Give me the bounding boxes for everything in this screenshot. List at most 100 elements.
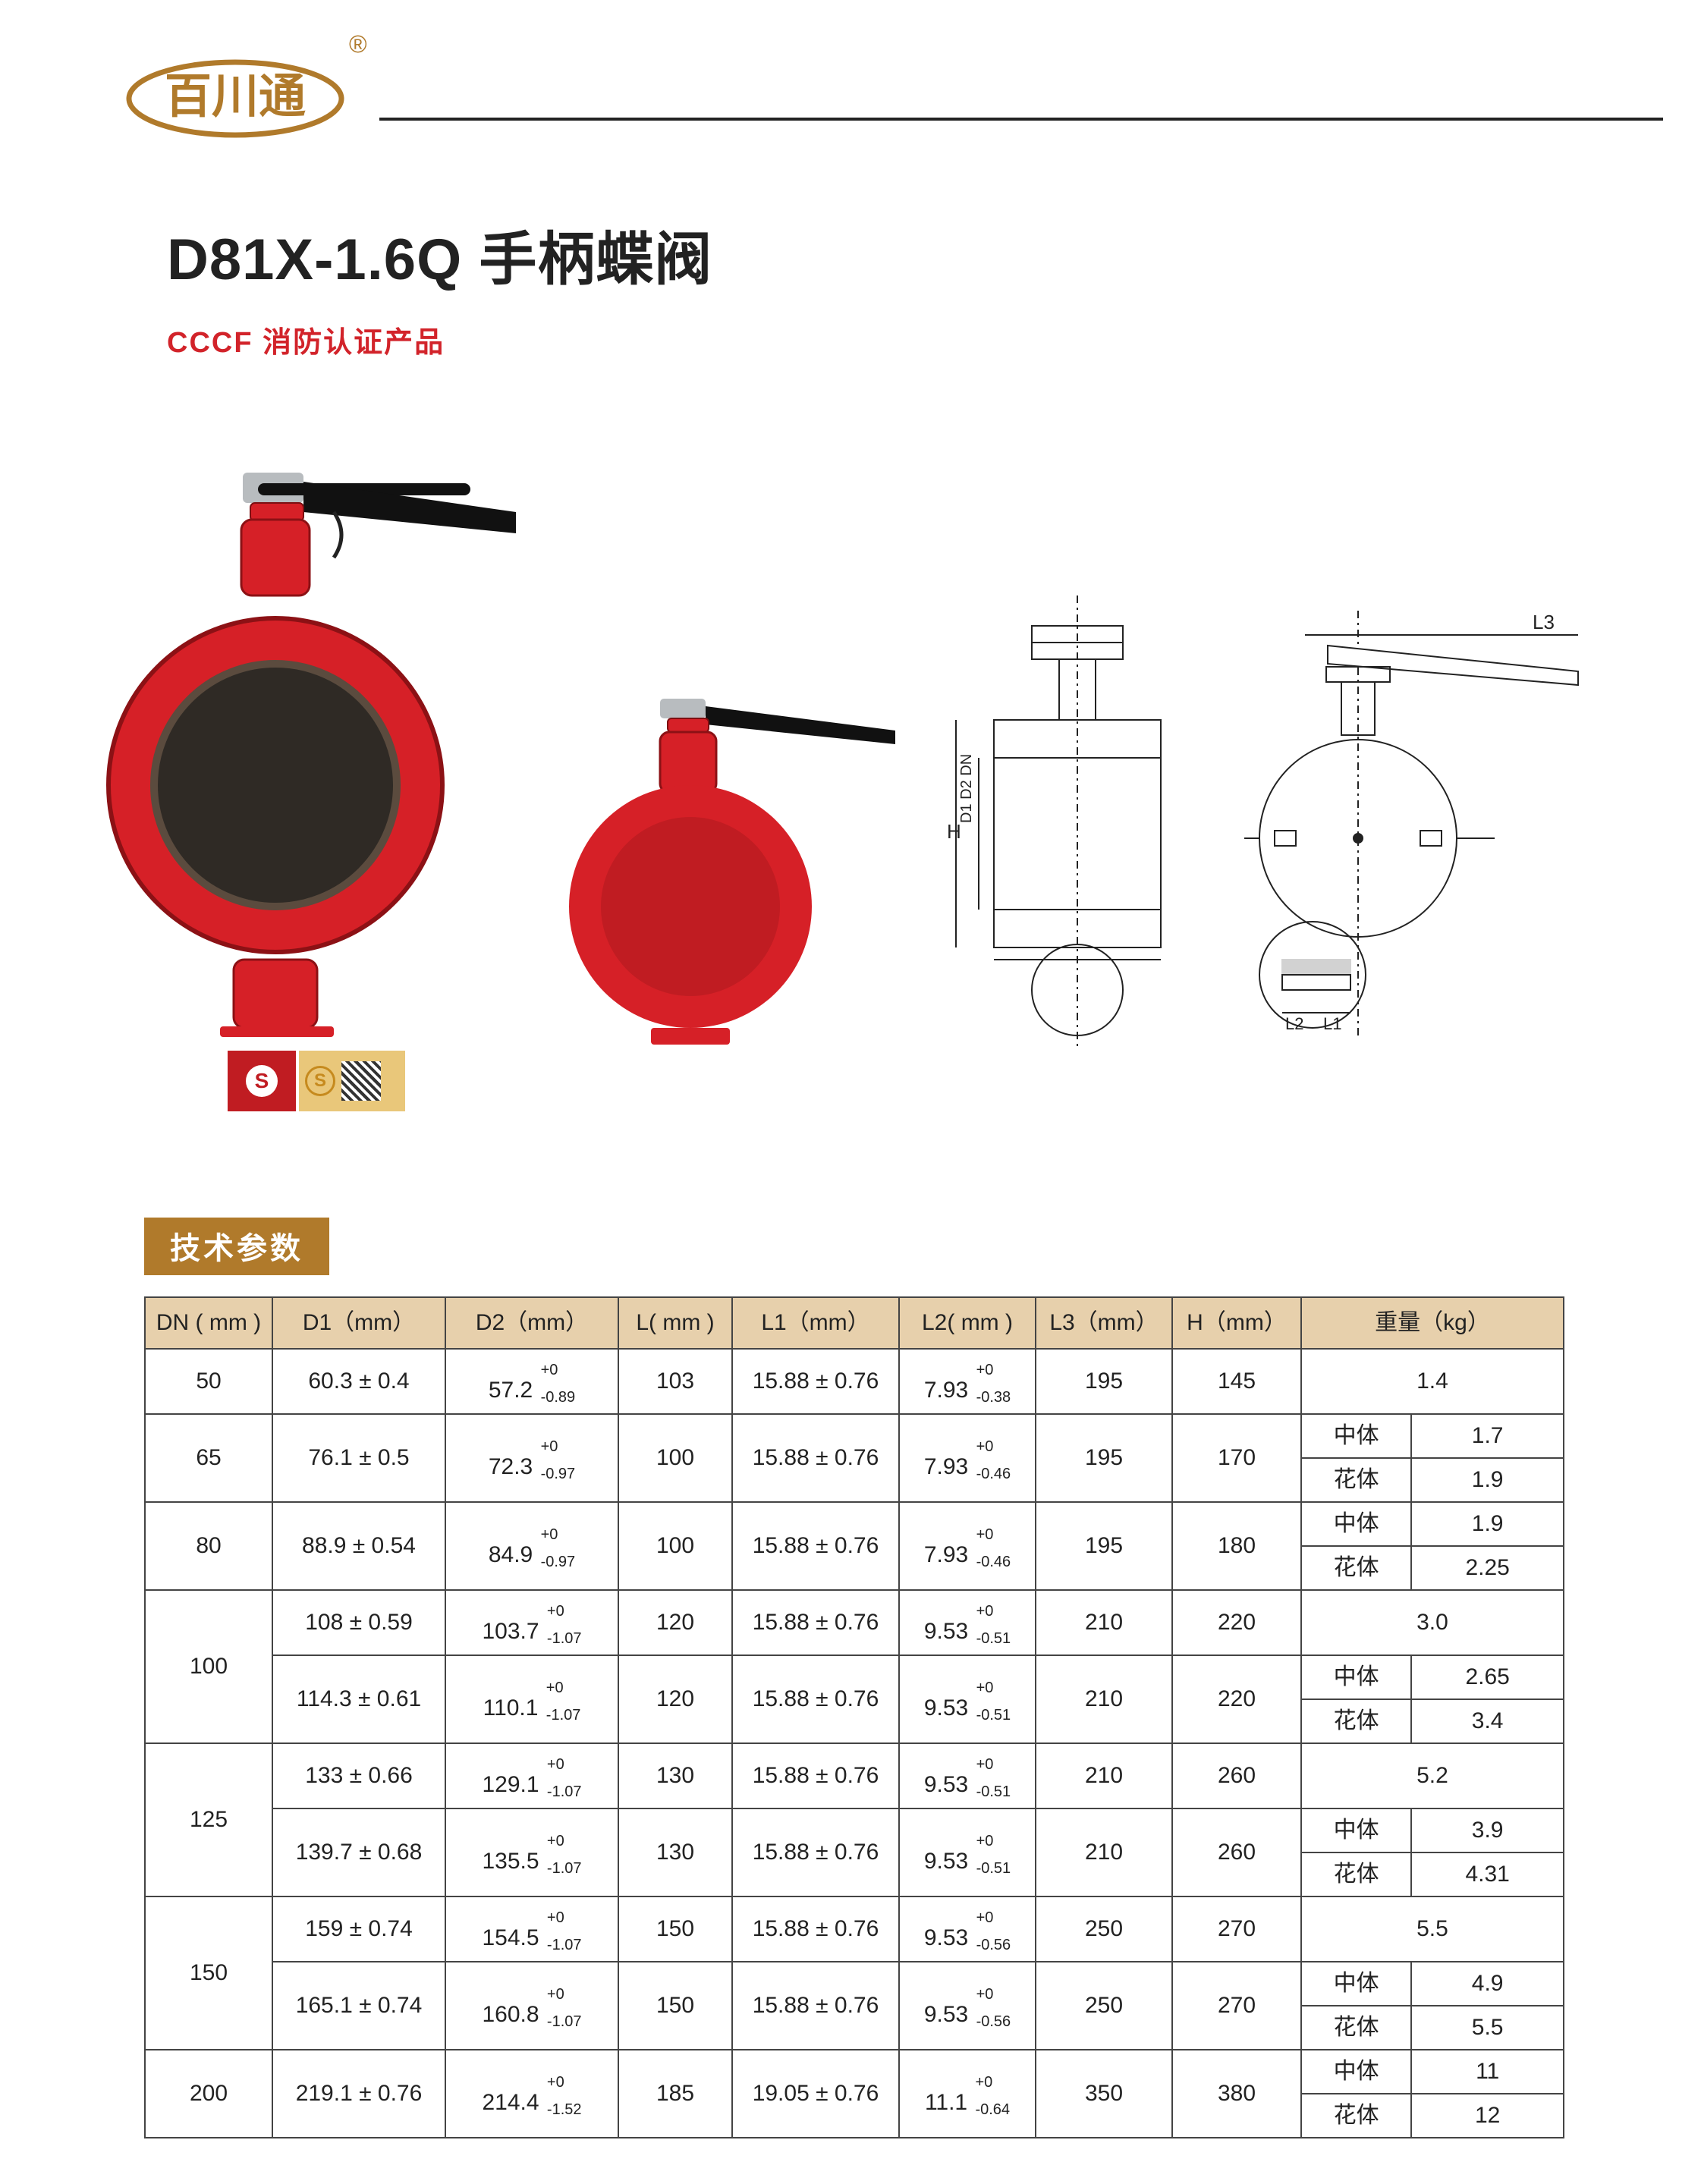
cell-weight-flower: 2.25 <box>1411 1546 1564 1590</box>
cell-L3: 250 <box>1036 1896 1172 1962</box>
cell-DN: 200 <box>145 2050 272 2138</box>
diagram-label-DN: DN <box>958 754 975 776</box>
cell-L: 150 <box>618 1896 732 1962</box>
cell-L3: 210 <box>1036 1590 1172 1655</box>
cell-DN: 80 <box>145 1502 272 1590</box>
cell-D1: 133 ± 0.66 <box>272 1743 445 1808</box>
cell-H: 270 <box>1172 1962 1301 2050</box>
cell-L1: 15.88 ± 0.76 <box>732 1743 899 1808</box>
cell-L1: 15.88 ± 0.76 <box>732 1349 899 1414</box>
diagram-label-D2: D2 <box>958 780 975 800</box>
cell-L1: 15.88 ± 0.76 <box>732 1896 899 1962</box>
cell-weight: 3.0 <box>1301 1590 1564 1655</box>
cccf-badge-1: S <box>228 1051 296 1111</box>
brand-name-text: 百川通 <box>165 71 306 123</box>
cell-D2: 72.3 +0-0.97 <box>445 1414 618 1502</box>
table-row: 200219.1 ± 0.76214.4 +0-1.5218519.05 ± 0… <box>145 2050 1564 2094</box>
cell-weight-label-mid: 中体 <box>1301 2050 1411 2094</box>
cell-L: 100 <box>618 1414 732 1502</box>
cell-H: 170 <box>1172 1414 1301 1502</box>
cell-D1: 60.3 ± 0.4 <box>272 1349 445 1414</box>
engineering-diagram-side: L3 L2 L1 <box>1244 595 1593 1051</box>
diagram-label-D1: D1 <box>958 803 975 823</box>
table-row: 150159 ± 0.74154.5 +0-1.0715015.88 ± 0.7… <box>145 1896 1564 1962</box>
cell-weight-mid: 4.9 <box>1411 1962 1564 2006</box>
cell-weight-label-mid: 中体 <box>1301 1414 1411 1458</box>
cell-L2: 7.93 +0-0.46 <box>899 1502 1036 1590</box>
cell-weight-mid: 1.7 <box>1411 1414 1564 1458</box>
cell-L: 100 <box>618 1502 732 1590</box>
col-DN: DN ( mm ) <box>145 1297 272 1349</box>
product-render-small <box>561 694 910 1051</box>
cell-DN: 125 <box>145 1743 272 1896</box>
cell-D1: 108 ± 0.59 <box>272 1590 445 1655</box>
cell-D2: 57.2 +0-0.89 <box>445 1349 618 1414</box>
table-row: 139.7 ± 0.68135.5 +0-1.0713015.88 ± 0.76… <box>145 1808 1564 1852</box>
cell-L2: 9.53 +0-0.51 <box>899 1590 1036 1655</box>
cell-L2: 9.53 +0-0.56 <box>899 1962 1036 2050</box>
cell-L: 150 <box>618 1962 732 2050</box>
cell-H: 145 <box>1172 1349 1301 1414</box>
cell-weight-label-mid: 中体 <box>1301 1655 1411 1699</box>
cell-L: 120 <box>618 1590 732 1655</box>
product-render-large <box>106 459 531 1051</box>
cell-H: 220 <box>1172 1590 1301 1655</box>
cell-D2: 214.4 +0-1.52 <box>445 2050 618 2138</box>
cell-weight-flower: 12 <box>1411 2094 1564 2138</box>
cell-weight-label-flower: 花体 <box>1301 2094 1411 2138</box>
table-row: 165.1 ± 0.74160.8 +0-1.0715015.88 ± 0.76… <box>145 1962 1564 2006</box>
cell-D1: 165.1 ± 0.74 <box>272 1962 445 2050</box>
cell-weight-label-mid: 中体 <box>1301 1502 1411 1546</box>
col-L1: L1（mm） <box>732 1297 899 1349</box>
cell-H: 380 <box>1172 2050 1301 2138</box>
cell-D2: 154.5 +0-1.07 <box>445 1896 618 1962</box>
cell-L1: 15.88 ± 0.76 <box>732 1808 899 1896</box>
cell-L2: 7.93 +0-0.46 <box>899 1414 1036 1502</box>
cell-D2: 84.9 +0-0.97 <box>445 1502 618 1590</box>
table-row: 100108 ± 0.59103.7 +0-1.0712015.88 ± 0.7… <box>145 1590 1564 1655</box>
cell-DN: 100 <box>145 1590 272 1743</box>
cell-D2: 103.7 +0-1.07 <box>445 1590 618 1655</box>
diagram-label-L3: L3 <box>1533 611 1555 633</box>
page-header: 百川通 ® <box>129 38 1572 144</box>
cell-L3: 250 <box>1036 1962 1172 2050</box>
cell-weight-label-mid: 中体 <box>1301 1808 1411 1852</box>
cell-L: 120 <box>618 1655 732 1743</box>
cell-L: 130 <box>618 1743 732 1808</box>
cell-L3: 210 <box>1036 1655 1172 1743</box>
cell-D2: 135.5 +0-1.07 <box>445 1808 618 1896</box>
engineering-diagram-front: H D1 D2 DN <box>941 595 1214 1051</box>
qr-code-icon <box>341 1061 381 1101</box>
col-D1: D1（mm） <box>272 1297 445 1349</box>
cell-H: 180 <box>1172 1502 1301 1590</box>
cell-D2: 129.1 +0-1.07 <box>445 1743 618 1808</box>
svg-text:D1 D2 DN: D1 D2 DN <box>958 754 975 823</box>
cell-weight-flower: 3.4 <box>1411 1699 1564 1743</box>
cell-L2: 7.93 +0-0.38 <box>899 1349 1036 1414</box>
col-H: H（mm） <box>1172 1297 1301 1349</box>
cell-DN: 150 <box>145 1896 272 2050</box>
cell-D1: 88.9 ± 0.54 <box>272 1502 445 1590</box>
cell-L2: 11.1 +0-0.64 <box>899 2050 1036 2138</box>
cell-L1: 15.88 ± 0.76 <box>732 1502 899 1590</box>
cell-L: 103 <box>618 1349 732 1414</box>
col-L: L( mm ) <box>618 1297 732 1349</box>
cell-D1: 114.3 ± 0.61 <box>272 1655 445 1743</box>
cert-badges: S S <box>228 1051 1572 1111</box>
cell-D2: 160.8 +0-1.07 <box>445 1962 618 2050</box>
cell-H: 220 <box>1172 1655 1301 1743</box>
cell-D1: 76.1 ± 0.5 <box>272 1414 445 1502</box>
cell-L2: 9.53 +0-0.51 <box>899 1743 1036 1808</box>
cell-L: 130 <box>618 1808 732 1896</box>
diagram-label-L1: L1 <box>1323 1014 1341 1033</box>
cell-weight-label-flower: 花体 <box>1301 1458 1411 1502</box>
cell-weight: 1.4 <box>1301 1349 1564 1414</box>
cell-L: 185 <box>618 2050 732 2138</box>
cell-weight-label-mid: 中体 <box>1301 1962 1411 2006</box>
cell-weight-label-flower: 花体 <box>1301 1699 1411 1743</box>
col-L3: L3（mm） <box>1036 1297 1172 1349</box>
cell-L1: 15.88 ± 0.76 <box>732 1655 899 1743</box>
diagram-label-L2: L2 <box>1285 1014 1303 1033</box>
cell-L3: 210 <box>1036 1808 1172 1896</box>
cell-H: 270 <box>1172 1896 1301 1962</box>
